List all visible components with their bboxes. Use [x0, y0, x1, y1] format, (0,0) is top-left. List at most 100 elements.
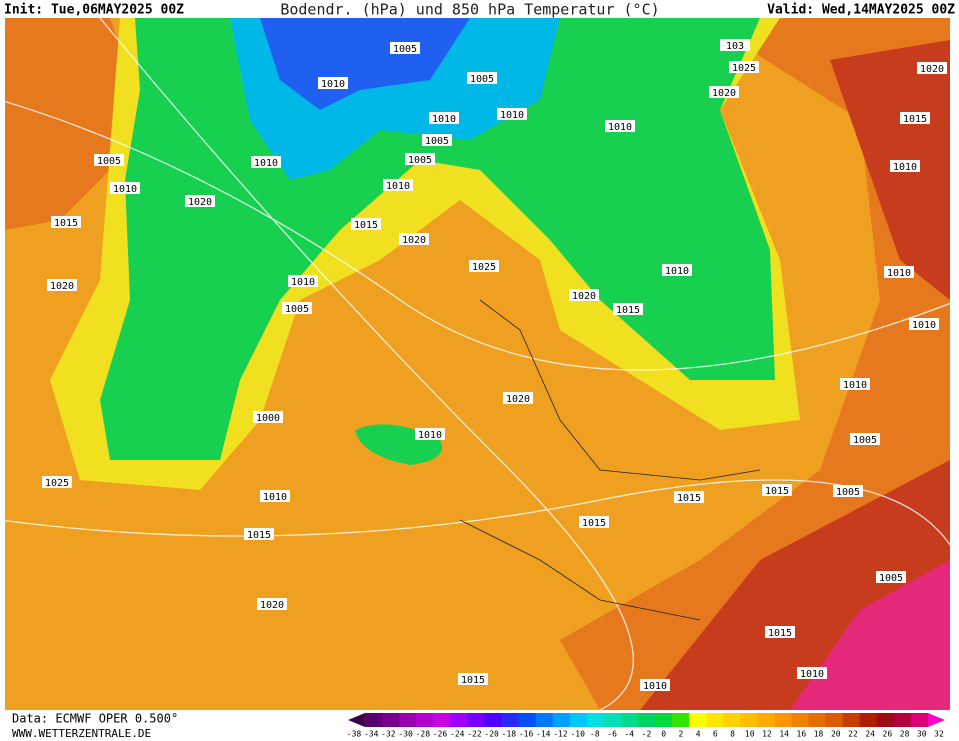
colorbar-label: -18 — [502, 730, 517, 739]
colorbar-box — [706, 713, 724, 727]
colorbar-label: 10 — [745, 730, 755, 739]
isobar-label: 1015 — [461, 675, 485, 686]
isobar-label: 1020 — [260, 600, 284, 611]
colorbar-label: -20 — [484, 730, 499, 739]
colorbar-label: 32 — [934, 730, 944, 739]
isobar-label-box — [605, 120, 635, 132]
isobar-label-box — [251, 156, 281, 168]
isobar-label: 1025 — [472, 262, 496, 273]
isobar-label-box — [720, 39, 750, 51]
isobar-label-box — [765, 626, 795, 638]
isobar-label: 1020 — [506, 394, 530, 405]
colorbar-box — [501, 713, 520, 727]
colorbar-label: 28 — [900, 730, 910, 739]
isobar-label-box — [260, 490, 290, 502]
map-title: Bodendr. (hPa) und 850 hPa Temperatur (°… — [280, 1, 659, 19]
colorbar-label: -24 — [450, 730, 465, 739]
colorbar-label: 6 — [713, 730, 718, 739]
data-source: Data: ECMWF OPER 0.500° — [12, 712, 178, 726]
isobar-label-box — [110, 182, 140, 194]
isobar-label: 1020 — [572, 291, 596, 302]
isobar-label-box — [884, 266, 914, 278]
isobar-label: 1010 — [263, 492, 287, 503]
isobar-label-box — [850, 433, 880, 445]
isobar-label: 1020 — [188, 197, 212, 208]
isobar-label: 1010 — [418, 430, 442, 441]
isobar-label-box — [900, 112, 930, 124]
isobar-label-box — [458, 673, 488, 685]
isobar-label: 1005 — [853, 435, 877, 446]
colorbar-label: 18 — [814, 730, 824, 739]
isobar-label-box — [244, 528, 274, 540]
isobar-label: 1010 — [912, 320, 936, 331]
colorbar-label: 8 — [730, 730, 735, 739]
header-bar — [0, 0, 959, 18]
isobar-label-box — [288, 275, 318, 287]
colorbar-box — [808, 713, 827, 727]
isobar-lines — [0, 17, 959, 711]
colorbar-label: -32 — [381, 730, 396, 739]
colorbar-arrow — [927, 713, 945, 727]
colorbar-box — [433, 713, 451, 727]
warm-west — [5, 18, 150, 230]
colorbar-label: -26 — [433, 730, 448, 739]
isobar-label-box — [662, 264, 692, 276]
colorbar-box — [637, 713, 656, 727]
isobar-label: 1005 — [425, 136, 449, 147]
colorbar-box — [774, 713, 792, 727]
isobar-label-box — [876, 571, 906, 583]
isobar-label: 1020 — [402, 235, 426, 246]
isobar-label: 1010 — [800, 669, 824, 680]
isobar-label: 1005 — [393, 44, 417, 55]
isobar-label-box — [497, 108, 527, 120]
isobar-label-box — [429, 112, 459, 124]
isobar-label-box — [390, 42, 420, 54]
colorbar-box — [450, 713, 468, 727]
colorbar-box — [552, 713, 571, 727]
isobar-label-box — [613, 303, 643, 315]
isobar-label: 1005 — [97, 156, 121, 167]
isobar-label-box — [51, 216, 81, 228]
colorbar-box — [382, 713, 400, 727]
colorbar-label: 4 — [696, 730, 701, 739]
valid-time: Valid: Wed,14MAY2025 00Z — [767, 3, 955, 18]
isobar-label-box — [640, 679, 670, 691]
colorbar-arrow — [348, 713, 366, 727]
colorbar-box — [416, 713, 434, 727]
colorbar-label: -34 — [364, 730, 379, 739]
isobar-label: 1005 — [408, 155, 432, 166]
colorbar-box — [569, 713, 588, 727]
isobar-label-box — [840, 378, 870, 390]
colorbar-label: 20 — [831, 730, 841, 739]
init-time: Init: Tue,06MAY2025 00Z — [4, 3, 184, 18]
isobar-label: 1010 — [608, 122, 632, 133]
isobar-label: 1015 — [54, 218, 78, 229]
isobar-label-box — [405, 153, 435, 165]
isobar-label: 1010 — [665, 266, 689, 277]
colorbar-label: 2 — [678, 730, 683, 739]
colorbar-box — [791, 713, 810, 727]
isobar-label: 1020 — [50, 281, 74, 292]
colorbar-label: 12 — [762, 730, 772, 739]
isobar-label-box — [890, 160, 920, 172]
colorbar-box — [740, 713, 758, 727]
isobar-label: 1025 — [732, 63, 756, 74]
colorbar-box — [535, 713, 554, 727]
colorbar-label: 14 — [779, 730, 789, 739]
isobar-label: 1010 — [254, 158, 278, 169]
colorbar-box — [518, 713, 537, 727]
isobar-label-box — [917, 62, 947, 74]
colorbar-label: 24 — [865, 730, 875, 739]
isobar-label: 1015 — [582, 518, 606, 529]
colorbar-box — [484, 713, 503, 727]
colorbar-box — [586, 713, 605, 727]
colorbar-box — [757, 713, 775, 727]
isobar-label: 1010 — [500, 110, 524, 121]
isobar-label-box — [415, 428, 445, 440]
colorbar-label: -2 — [642, 730, 652, 739]
isobar-label: 1010 — [113, 184, 137, 195]
isobar-label-box — [579, 516, 609, 528]
isobar-label-box — [253, 411, 283, 423]
isobar-label: 1015 — [354, 220, 378, 231]
